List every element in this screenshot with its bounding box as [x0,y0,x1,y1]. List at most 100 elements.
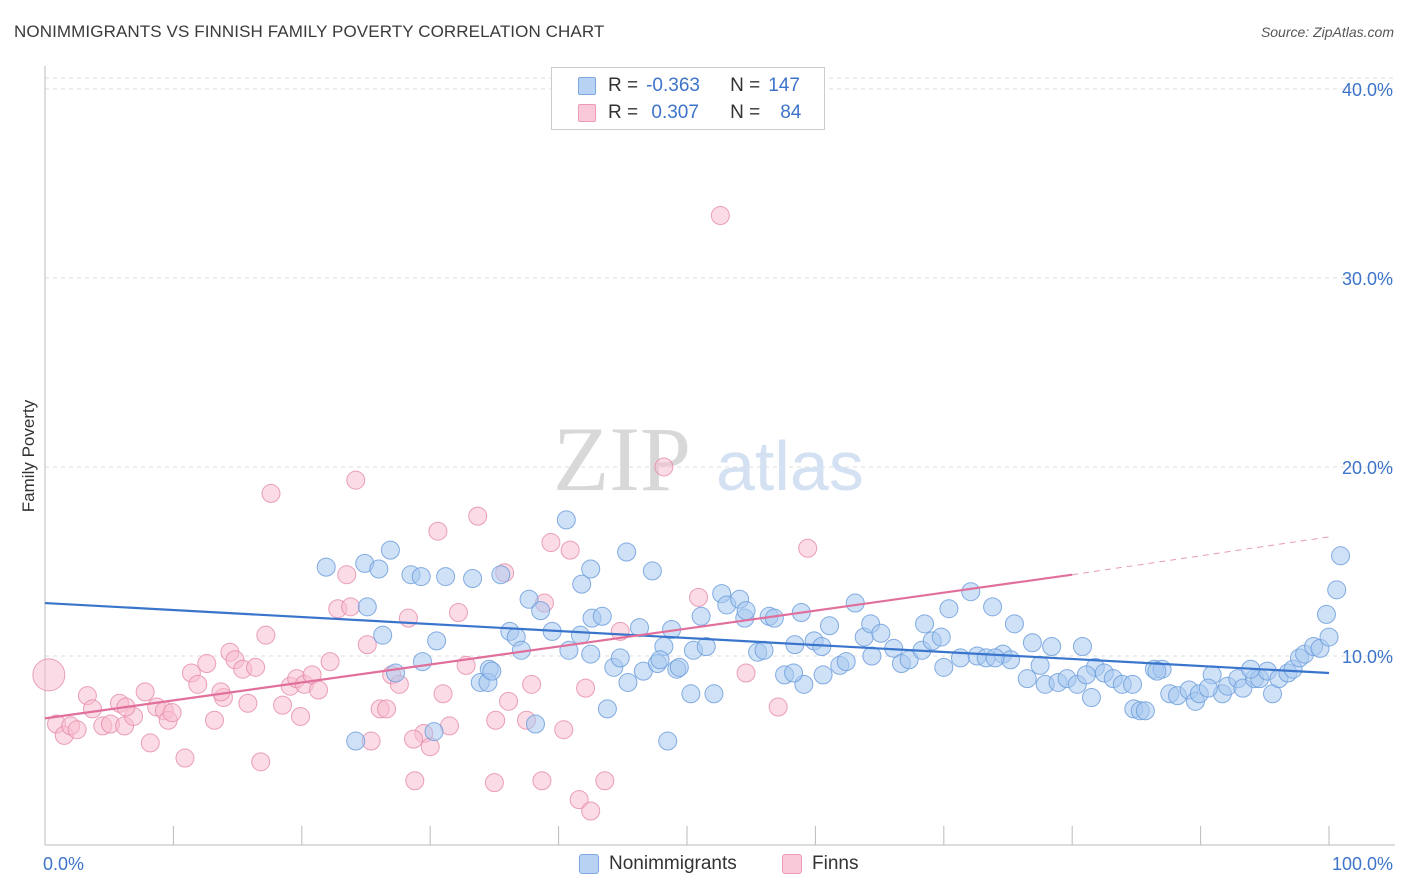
watermark-zip: ZIP [553,408,691,510]
nonimmigrants-point [939,599,959,619]
finns-point [581,801,601,821]
nonimmigrants-point [556,510,576,530]
finns-point [484,773,504,793]
nonimmigrants-point [316,557,336,577]
finns-point [261,483,281,503]
nonimmigrants-point [1004,614,1024,634]
finns-point [175,748,195,768]
n-value-nonimmigrants: 147 [768,75,800,96]
nonimmigrants-point [1198,678,1218,698]
legend-swatch-finns [578,104,596,122]
axes [44,66,1395,846]
y-tick-label: 20.0% [1342,458,1393,478]
nonimmigrants-point [617,542,637,562]
nonimmigrants-point [836,652,856,672]
nonimmigrants-point [346,731,366,751]
r-label: R = [608,102,639,123]
finns-point [83,699,103,719]
nonimmigrants-point [491,565,511,585]
finns-point [768,697,788,717]
finns-point [468,506,488,526]
nonimmigrants-point [813,665,833,685]
finns-point [798,538,818,558]
nonimmigrants-point [629,618,649,638]
nonimmigrants-point [983,597,1003,617]
nonimmigrants-point [1327,580,1347,600]
nonimmigrants-point [1123,674,1143,694]
finns-point [576,678,596,698]
nonimmigrants-point [412,652,432,672]
finns-point [569,790,589,810]
finns-point [448,603,468,622]
finns-point [654,457,674,477]
nonimmigrants-point [691,606,711,626]
finns-point [246,657,266,677]
nonimmigrants-point [357,597,377,617]
finns-point [710,206,730,226]
nonimmigrants-point [696,637,716,657]
nonimmigrants-point [373,625,393,645]
nonimmigrants-point [482,661,502,681]
nonimmigrants-point [519,589,539,609]
finns-point [610,621,630,641]
chart-title: NONIMMIGRANTS VS FINNISH FAMILY POVERTY … [14,22,605,41]
nonimmigrants-point [1147,661,1167,681]
finns-point [346,470,366,490]
finns-point [499,691,519,711]
x-tick-label-max: 100.0% [1332,854,1393,874]
nonimmigrants-point [931,627,951,647]
nonimmigrants-point [934,657,954,677]
gridlines [45,77,1395,657]
nonimmigrants-point [424,722,444,742]
nonimmigrants-trend-line [44,601,1330,675]
watermark-atlas: atlas [716,427,864,505]
nonimmigrants-point [1135,701,1155,721]
n-value-finns: 84 [780,102,802,123]
n-label: N = [730,102,761,123]
nonimmigrants-point [618,672,638,692]
nonimmigrants-point [871,623,891,643]
finns-trend-extension [1072,536,1330,576]
nonimmigrants-point [845,593,865,613]
nonimmigrants-point [1319,627,1339,647]
finns-point [135,682,155,702]
legend-label-nonimmigrants: Nonimmigrants [609,853,737,874]
finns-point [357,635,377,655]
nonimmigrants-point [862,646,882,666]
nonimmigrants-point [1022,633,1042,653]
r-value-finns: 0.307 [646,102,699,123]
finns-point [428,521,448,541]
y-axis-label: Family Poverty [19,399,38,512]
legend-swatch-finns [782,854,802,874]
legend-swatch-nonimmigrants [578,77,596,95]
nonimmigrants-point [1081,688,1101,708]
nonimmigrants-point [1030,655,1050,675]
nonimmigrants-point [380,540,400,560]
nonimmigrants-point [1331,546,1351,566]
nonimmigrants-point [650,650,670,670]
nonimmigrants-point [985,648,1005,668]
r-label: R = [608,75,639,96]
nonimmigrants-point [572,574,592,594]
nonimmigrants-point [784,663,804,683]
finns-point [238,693,258,713]
x-tick-label-min: 0.0% [43,854,84,874]
y-tick-label: 10.0% [1342,647,1393,667]
finns-point [67,720,87,740]
finns-point [341,597,361,617]
nonimmigrants-point [581,644,601,664]
nonimmigrants-point [1017,669,1037,689]
finns-point [204,710,224,730]
bottom-legend-nonimmigrants: Nonimmigrants [579,852,737,876]
nonimmigrants-point [669,657,689,677]
y-tick-label: 40.0% [1342,80,1393,100]
finns-point [522,674,542,694]
legend-label-finns: Finns [812,853,859,874]
nonimmigrants-point [592,606,612,626]
nonimmigrants-point [820,616,840,636]
tick-labels: 10.0% 20.0% 30.0% 40.0% 0.0% 100.0% [43,80,1393,874]
source-label: Source: ZipAtlas.com [1260,24,1394,40]
nonimmigrants-point [681,684,701,704]
finns-point [251,752,271,772]
